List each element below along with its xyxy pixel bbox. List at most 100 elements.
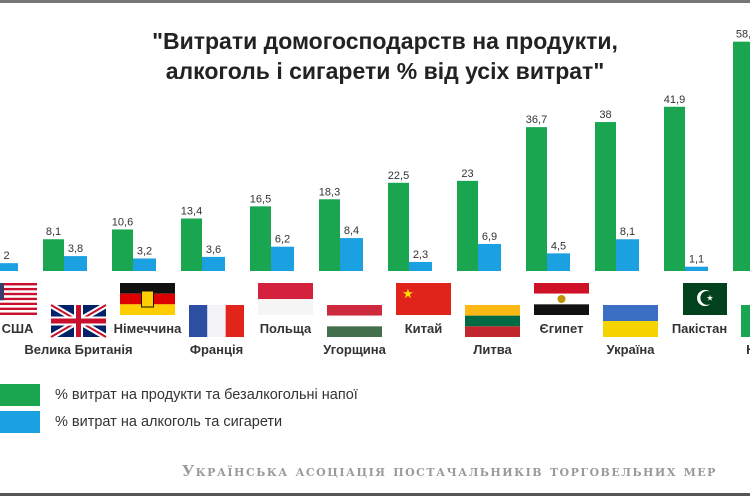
- flag-stripe: [672, 283, 683, 315]
- flag-crescent: ☪: [695, 286, 715, 311]
- flag-canton: [0, 283, 4, 301]
- data-label: 38: [599, 109, 611, 121]
- flag-stripe: [0, 283, 37, 286]
- flag-cross: [51, 305, 106, 337]
- data-label: 16,5: [250, 193, 271, 205]
- category-label: Пакістан: [672, 321, 727, 336]
- legend-swatch-food: [0, 384, 40, 406]
- category-label: Литва: [473, 342, 512, 357]
- nigeria-flag: [741, 305, 750, 337]
- flag-stripe: [189, 305, 208, 337]
- flag-stripe: [0, 295, 37, 298]
- ukraine-flag: [603, 305, 658, 337]
- flag-stripe: [741, 305, 750, 337]
- bar-alcohol: [133, 258, 156, 271]
- flag-stripe: [0, 310, 37, 313]
- data-label: 4,5: [551, 240, 566, 252]
- title-line-2: алкоголь і сигарети % від усіх витрат": [165, 58, 605, 84]
- data-label: 8,1: [46, 226, 61, 238]
- flag-stripe: [465, 315, 520, 327]
- data-label: 1,1: [689, 254, 704, 266]
- category-label: Нігерія: [746, 342, 750, 357]
- data-label: 18,3: [319, 186, 340, 198]
- uk-flag: [49, 302, 108, 340]
- data-label: 36,7: [526, 114, 547, 126]
- egypt-flag: [534, 283, 589, 315]
- category-label: Єгипет: [540, 321, 584, 336]
- flag-stripe: [0, 307, 37, 311]
- category-label: Велика Британія: [24, 342, 132, 357]
- bar-alcohol: [340, 238, 363, 271]
- flag-stripe: [258, 299, 313, 315]
- bar-alcohol: [685, 266, 708, 271]
- bar-alcohol: [616, 239, 639, 271]
- footer-watermark: Українська асоціація постачальників торг…: [182, 462, 717, 480]
- flag-stripe: [0, 287, 37, 291]
- top-border: [0, 0, 750, 3]
- flag-stripe: [603, 305, 658, 321]
- bar-food: [388, 182, 409, 271]
- legend-label-food: % витрат на продукти та безалкогольні на…: [55, 387, 358, 403]
- category-label: США: [2, 321, 34, 336]
- flag-stripe: [0, 297, 37, 301]
- bar-food: [181, 218, 202, 271]
- data-label: 3,6: [206, 244, 221, 256]
- flag-eagle: [557, 295, 566, 303]
- flag-stripe: [465, 326, 520, 337]
- flag-stripe: [603, 321, 658, 337]
- data-label: 8,4: [344, 225, 359, 237]
- pakistan-flag: ☪: [672, 283, 727, 315]
- category-label: Франція: [190, 342, 243, 357]
- germany-flag: [120, 283, 175, 315]
- flag-stripe: [0, 312, 37, 315]
- flag-stripe: [0, 290, 37, 293]
- category-label: Угорщина: [323, 342, 387, 357]
- bar-alcohol: [409, 261, 432, 271]
- data-label: 2: [3, 250, 9, 262]
- legend-swatch-alcohol: [0, 411, 40, 433]
- title-line-1: "Витрати домогосподарств на продукти,: [152, 28, 618, 54]
- data-label: 3,8: [68, 243, 83, 255]
- flag-stripe: [327, 326, 382, 337]
- data-label: 41,9: [664, 94, 685, 106]
- bar-alcohol: [478, 243, 501, 271]
- flag-stripe: [207, 305, 226, 337]
- bar-food: [457, 180, 478, 271]
- flag-stripe: [120, 283, 175, 294]
- data-label: 3,2: [137, 245, 152, 257]
- bar-alcohol: [271, 246, 294, 271]
- bar-food: [664, 106, 685, 271]
- data-label: 22,5: [388, 170, 409, 182]
- flag-stripe: [327, 315, 382, 327]
- legend-item-alcohol: % витрат на алкоголь та сигарети: [0, 410, 282, 434]
- data-label: 13,4: [181, 205, 202, 217]
- category-label: Польща: [260, 321, 312, 336]
- flag-stripe: [120, 304, 175, 315]
- flag-star: ★: [402, 286, 414, 301]
- flag-stripe: [0, 300, 37, 303]
- flag-stripe: [327, 305, 382, 316]
- category-label: Китай: [405, 321, 443, 336]
- flag-stripe: [534, 304, 589, 315]
- bar-food: [319, 199, 340, 271]
- bar-alcohol: [547, 253, 570, 271]
- flag-eagle: [141, 290, 154, 308]
- flag-stripe: [0, 292, 37, 296]
- flag-stripe: [225, 305, 244, 337]
- hungary-flag: [327, 305, 382, 337]
- bar-alcohol: [0, 263, 18, 271]
- bar-food: [250, 206, 271, 271]
- category-label: Україна: [606, 342, 655, 357]
- data-label: 6,2: [275, 234, 290, 246]
- bottom-border: [0, 493, 750, 496]
- data-label: 2,3: [413, 249, 428, 261]
- bar-food: [112, 229, 133, 271]
- chart-title: "Витрати домогосподарств на продукти, ал…: [60, 26, 710, 86]
- data-label: 6,9: [482, 231, 497, 243]
- bar-food: [595, 122, 616, 271]
- category-label: Німеччина: [114, 321, 182, 336]
- data-label: 8,1: [620, 226, 635, 238]
- bar-food: [43, 239, 64, 271]
